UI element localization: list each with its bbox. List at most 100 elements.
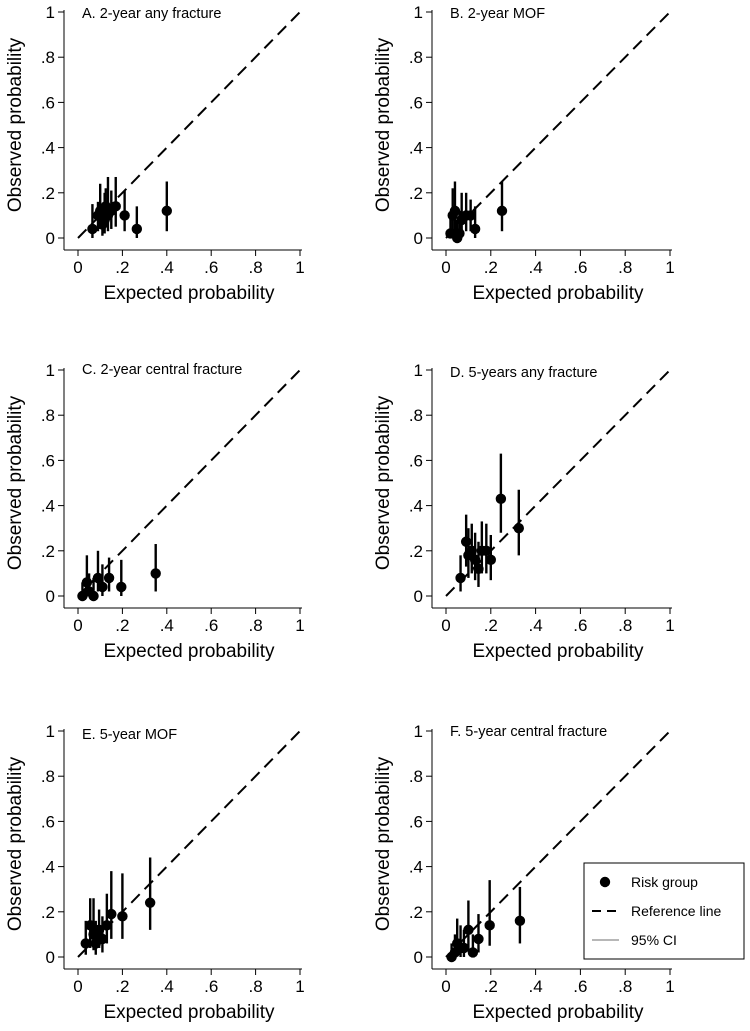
y-tick-label-e: 0 [46, 948, 55, 967]
risk-group-point-b [469, 223, 481, 235]
y-tick-label-b: .2 [409, 184, 423, 203]
risk-group-point-f [467, 947, 479, 958]
x-tick-label-d: .2 [484, 616, 498, 635]
reference-line-a [77, 11, 301, 239]
y-axis-title-e: Observed probability [5, 756, 26, 931]
x-tick-label-e: 1 [295, 977, 304, 996]
risk-group-point-d [469, 554, 481, 566]
y-tick-label-a: .4 [41, 139, 55, 158]
panel-d: 0 .2 .4 .6 .8 1 0 .2 .4 .6 .8 1 Expected probability… [373, 361, 675, 662]
x-tick-label-b: 0 [441, 258, 450, 277]
y-tick-label-d: .2 [409, 542, 423, 561]
risk-group-point-c [116, 581, 127, 593]
y-tick-label-c: .2 [41, 542, 55, 561]
x-tick-label-d: .4 [529, 616, 543, 635]
y-tick-label-d: .4 [409, 497, 423, 516]
risk-group-point-d [460, 536, 472, 547]
y-tick-label-f: .4 [409, 858, 423, 877]
x-tick-label-c: .8 [249, 616, 263, 635]
x-tick-label-f: .4 [529, 977, 543, 996]
panel-a: 0 .2 .4 .6 .8 1 0 .2 .4 .6 .8 1 Expected probability… [5, 3, 305, 304]
risk-group-point-d [473, 563, 484, 575]
risk-group-point-f [484, 920, 495, 931]
risk-group-point-f [473, 933, 484, 945]
risk-group-point-e [93, 924, 105, 936]
y-tick-label-f: .6 [409, 812, 423, 831]
panel-title-b: B. 2-year MOF [450, 6, 545, 22]
risk-group-point-c [97, 581, 108, 593]
x-tick-label-c: .4 [160, 616, 174, 635]
y-tick-label-e: .6 [41, 812, 55, 831]
x-tick-label-f: .6 [573, 977, 587, 996]
x-axis-title-a: Expected probability [103, 283, 275, 304]
x-tick-label-e: .4 [160, 977, 174, 996]
x-tick-label-c: 0 [73, 616, 82, 635]
y-tick-label-b: .6 [409, 93, 423, 112]
x-tick-label-e: .8 [249, 977, 263, 996]
y-tick-label-c: .4 [41, 497, 55, 516]
reference-line-d [445, 369, 671, 597]
x-tick-label-a: .8 [249, 258, 263, 277]
x-tick-label-e: .2 [115, 977, 129, 996]
x-axis-title-c: Expected probability [103, 641, 275, 662]
risk-group-point-c [81, 577, 93, 588]
x-tick-label-a: 1 [295, 258, 304, 277]
y-tick-label-e: .4 [41, 858, 55, 877]
y-tick-label-a: .6 [41, 93, 55, 112]
y-tick-label-c: 0 [46, 587, 55, 606]
risk-group-point-d [495, 493, 507, 505]
risk-group-point-c [150, 568, 161, 579]
risk-group-point-e [106, 908, 117, 920]
y-tick-label-b: .8 [409, 48, 423, 67]
y-tick-label-b: 0 [414, 229, 423, 248]
reference-line-c [77, 369, 301, 597]
risk-group-point-c [92, 572, 104, 584]
y-tick-label-b: .4 [409, 139, 423, 158]
x-tick-label-e: .6 [204, 977, 218, 996]
legend: Risk group Reference line 95% CI [583, 862, 745, 960]
risk-group-point-b [449, 205, 461, 217]
risk-group-point-f [458, 942, 470, 954]
panel-c: 0 .2 .4 .6 .8 1 0 .2 .4 .6 .8 1 Expected probability… [5, 361, 305, 662]
reference-line-f [445, 730, 671, 958]
panel-title-a: A. 2-year any fracture [82, 6, 221, 22]
panel-f: 0 .2 .4 .6 .8 1 0 .2 .4 .6 .8 1 Expected probability… [373, 722, 675, 1023]
x-tick-label-f: .8 [618, 977, 632, 996]
y-tick-label-d: 0 [414, 587, 423, 606]
risk-group-point-e [97, 933, 108, 945]
x-tick-label-b: .8 [618, 258, 632, 277]
x-tick-label-a: .2 [115, 258, 129, 277]
risk-group-point-d [455, 572, 466, 584]
x-tick-label-b: 1 [665, 258, 674, 277]
x-tick-label-a: 0 [73, 258, 82, 277]
risk-group-point-f [463, 924, 474, 936]
y-tick-label-d: 1 [414, 361, 423, 380]
risk-group-point-c [88, 590, 99, 602]
risk-group-point-f [514, 915, 526, 927]
risk-group-point-d [481, 545, 492, 556]
y-tick-label-a: .8 [41, 48, 55, 67]
risk-group-point-e [101, 920, 113, 931]
y-axis-title-a: Observed probability [5, 37, 26, 212]
y-tick-label-a: 0 [46, 229, 55, 248]
x-tick-label-b: .6 [573, 258, 587, 277]
risk-group-point-e [144, 897, 156, 908]
x-tick-label-a: .4 [160, 258, 174, 277]
risk-group-point-b [496, 205, 508, 217]
risk-group-point-e [80, 938, 91, 949]
risk-group-point-d [485, 554, 496, 566]
risk-group-point-e [85, 920, 96, 931]
x-tick-label-d: 0 [441, 616, 450, 635]
y-tick-label-f: 0 [414, 948, 423, 967]
y-tick-label-c: 1 [46, 361, 55, 380]
x-tick-label-c: .2 [115, 616, 129, 635]
y-tick-label-a: 1 [46, 3, 55, 22]
x-tick-label-c: .6 [204, 616, 218, 635]
x-axis-title-d: Expected probability [472, 641, 644, 662]
y-tick-label-c: .8 [41, 406, 55, 425]
y-axis-title-b: Observed probability [373, 37, 394, 212]
y-axis-title-c: Observed probability [5, 395, 26, 570]
risk-group-point-a [131, 223, 143, 235]
risk-group-point-d [513, 523, 524, 534]
panel-b: 0 .2 .4 .6 .8 1 0 .2 .4 .6 .8 1 Expected probability… [373, 3, 675, 304]
